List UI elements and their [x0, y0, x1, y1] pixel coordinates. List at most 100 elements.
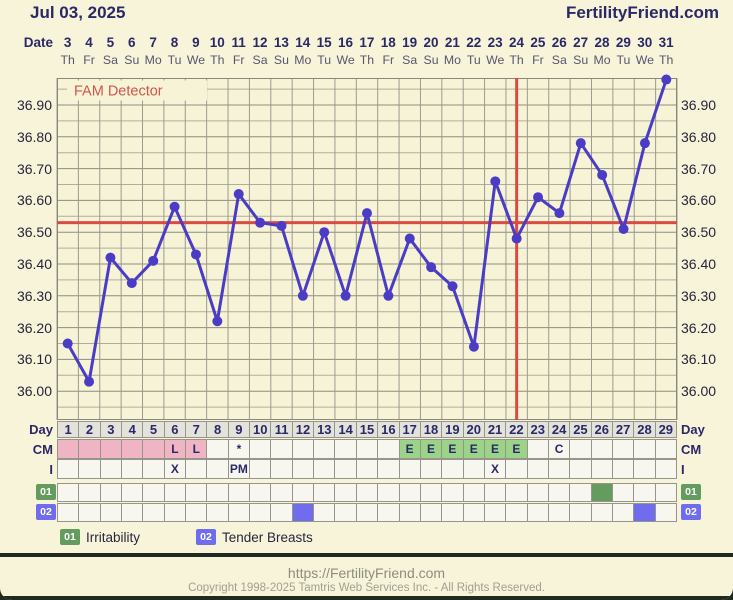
calendar-weekday: Fr [532, 53, 544, 67]
day-cell[interactable]: 15 [356, 422, 378, 437]
temperature-point[interactable] [639, 138, 650, 149]
calendar-date: 21 [444, 35, 460, 50]
day-cell[interactable]: 27 [612, 422, 634, 437]
temperature-point[interactable] [362, 208, 372, 219]
temperature-point[interactable] [169, 201, 180, 212]
intercourse-cell [186, 460, 207, 478]
symptom-01-cell [100, 484, 122, 501]
calendar-weekday: Th [509, 53, 524, 67]
calendar-date: 8 [170, 35, 179, 50]
symptom-02-cell [186, 504, 207, 521]
symptom-02-cell [143, 504, 164, 521]
day-cell[interactable]: 3 [100, 422, 122, 437]
temperature-point[interactable] [62, 338, 73, 349]
calendar-date: 27 [573, 35, 589, 50]
temperature-point[interactable] [383, 290, 394, 301]
day-cell[interactable]: 23 [527, 422, 548, 437]
temperature-point[interactable] [105, 252, 116, 263]
day-cell[interactable]: 20 [463, 422, 484, 437]
i-row-label-right: I [681, 461, 685, 477]
calendar-weekday: Sa [402, 53, 418, 67]
temperature-point[interactable] [554, 208, 565, 219]
day-cell[interactable]: 16 [378, 422, 399, 437]
temperature-point[interactable] [255, 217, 266, 228]
calendar-weekdays-row: Th Fr Sa Su Mo Tu We Th Fr Sa Su Mo Tu We Th Fr Sa Su Mo Tu… [57, 52, 677, 68]
temperature-point[interactable] [533, 192, 544, 203]
cm-cell: E [484, 440, 506, 458]
y-tick-label: 36.90 [681, 97, 717, 113]
day-cell[interactable]: 10 [250, 422, 271, 437]
symptom-01-cell [143, 484, 164, 501]
page-bottom-edge [0, 596, 733, 600]
cm-cell: E [463, 440, 484, 458]
temperature-point[interactable] [575, 138, 586, 149]
temperature-point[interactable] [447, 281, 458, 292]
temperature-point[interactable] [297, 290, 308, 301]
temperature-point[interactable] [276, 220, 287, 231]
day-cell[interactable]: 12 [292, 422, 314, 437]
day-cell[interactable]: 25 [570, 422, 591, 437]
temperature-point[interactable] [319, 227, 330, 238]
day-cell[interactable]: 11 [271, 422, 292, 437]
day-cell[interactable]: 6 [164, 422, 186, 437]
symptom-02-cell [548, 504, 570, 521]
day-cell[interactable]: 14 [335, 422, 356, 437]
temperature-point[interactable] [404, 233, 415, 244]
temperature-point[interactable] [84, 376, 95, 387]
day-cell[interactable]: 19 [442, 422, 463, 437]
temperature-point[interactable] [618, 224, 629, 235]
day-cell[interactable]: 22 [506, 422, 527, 437]
day-cell[interactable]: 26 [591, 422, 612, 437]
intercourse-cell [442, 460, 463, 478]
calendar-weekday: Th [659, 53, 674, 67]
temperature-point[interactable] [468, 341, 479, 352]
temperature-point[interactable] [597, 169, 608, 180]
temperature-point[interactable] [148, 255, 159, 266]
site-logo-link[interactable]: FertilityFriend.com [565, 3, 719, 22]
calendar-date: 6 [128, 35, 136, 50]
day-cell[interactable]: 18 [420, 422, 442, 437]
footer-divider [0, 553, 733, 557]
day-cell[interactable]: 29 [655, 422, 676, 437]
day-cell[interactable]: 17 [399, 422, 420, 437]
day-cell[interactable]: 4 [122, 422, 143, 437]
cm-cell [314, 440, 335, 458]
calendar-weekday: Sa [551, 53, 567, 67]
temperature-point[interactable] [126, 278, 137, 289]
day-cell[interactable]: 7 [186, 422, 207, 437]
cm-cell: L [164, 440, 186, 458]
temperature-point[interactable] [490, 176, 501, 187]
day-cell[interactable]: 1 [58, 422, 79, 437]
day-cell[interactable]: 28 [634, 422, 655, 437]
intercourse-cell [356, 460, 378, 478]
y-tick-label: 36.00 [16, 383, 52, 400]
temperature-point[interactable] [340, 290, 351, 301]
symptom-02-cell [463, 504, 484, 521]
day-cell[interactable]: 8 [207, 422, 228, 437]
intercourse-cell: PM [228, 460, 250, 478]
symptom-02-badge-right: 02 [681, 504, 701, 520]
temperature-point[interactable] [661, 74, 672, 85]
symptom-02-cell [164, 504, 186, 521]
temperature-point[interactable] [426, 262, 437, 273]
calendar-weekday: Sa [102, 53, 118, 67]
temperature-point[interactable] [212, 316, 223, 327]
day-cell[interactable]: 9 [228, 422, 250, 437]
temperature-point[interactable] [190, 249, 201, 260]
calendar-date: 26 [551, 35, 567, 50]
day-cell[interactable]: 21 [484, 422, 506, 437]
day-cell[interactable]: 2 [79, 422, 100, 437]
temperature-point[interactable] [511, 233, 522, 244]
temperature-point[interactable] [233, 189, 244, 200]
bbt-temperature-chart[interactable]: FAM Detector [56, 74, 678, 420]
footer-url-link[interactable]: https://FertilityFriend.com [287, 565, 446, 581]
symptom-02-cell [356, 504, 378, 521]
calendar-date: 5 [106, 35, 115, 50]
day-cell[interactable]: 5 [143, 422, 164, 437]
day-cell[interactable]: 13 [314, 422, 335, 437]
calendar-date: 16 [338, 35, 354, 50]
calendar-date: 12 [252, 35, 268, 50]
intercourse-cell [399, 460, 420, 478]
symptom-01-cell [655, 484, 676, 501]
day-cell[interactable]: 24 [548, 422, 570, 437]
